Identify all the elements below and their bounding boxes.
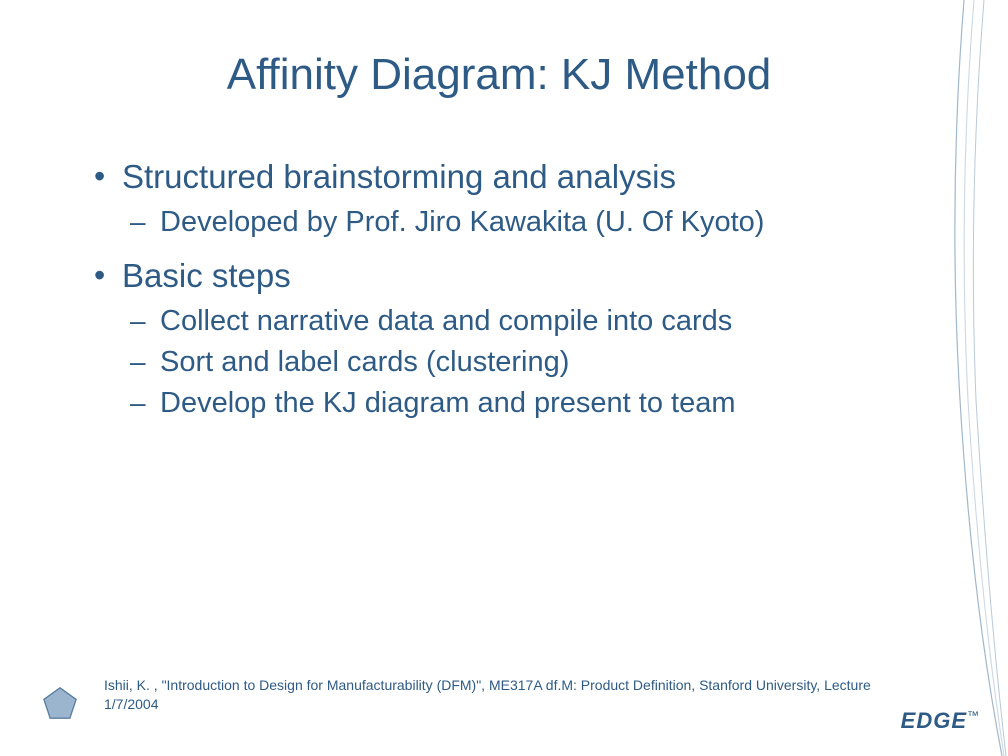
main-bullet-2: Basic steps (90, 257, 968, 295)
bullet-group-1: Structured brainstorming and analysis De… (90, 158, 968, 239)
logo-text: EDGE (901, 708, 967, 733)
sub-bullet-1-1: Developed by Prof. Jiro Kawakita (U. Of … (90, 206, 968, 239)
citation-text: Ishii, K. , "Introduction to Design for … (104, 676, 873, 714)
logo-tm: ™ (967, 709, 980, 723)
slide-content: Structured brainstorming and analysis De… (90, 158, 968, 420)
slide-title: Affinity Diagram: KJ Method (30, 50, 968, 100)
bullet-group-2: Basic steps Collect narrative data and c… (90, 257, 968, 420)
slide-container: Affinity Diagram: KJ Method Structured b… (0, 0, 1008, 756)
main-bullet-1: Structured brainstorming and analysis (90, 158, 968, 196)
sub-bullet-2-3: Develop the KJ diagram and present to te… (90, 387, 968, 420)
pentagon-icon (42, 686, 78, 720)
sub-bullet-2-1: Collect narrative data and compile into … (90, 305, 968, 338)
sub-bullet-2-2: Sort and label cards (clustering) (90, 346, 968, 379)
edge-logo: EDGE™ (901, 708, 980, 734)
